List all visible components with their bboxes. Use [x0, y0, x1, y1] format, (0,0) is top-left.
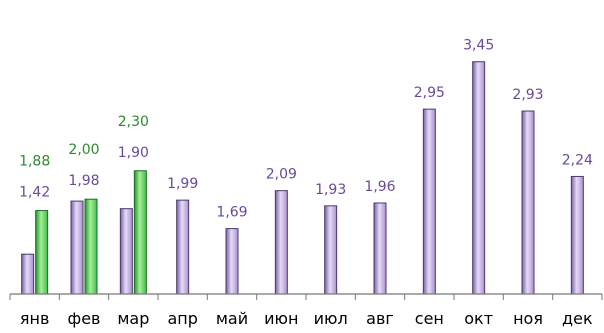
bar-series1-фев: [70, 200, 84, 295]
value-label-series1-дек: 2,24: [562, 152, 593, 168]
bar-series1-ноя: [521, 110, 535, 295]
bar-series1-сен: [422, 108, 436, 295]
value-label-series1-июл: 1,93: [315, 182, 346, 198]
value-label-series1-июн: 2,09: [266, 167, 297, 183]
tick-label-май: май: [216, 309, 248, 328]
bar-series1-дек: [570, 175, 584, 295]
value-label-series2-янв: 1,88: [19, 154, 50, 170]
tick-label-июн: июн: [264, 309, 298, 328]
bar-series1-май: [225, 228, 239, 295]
bar-series1-янв: [21, 253, 35, 295]
bar-series1-мар: [119, 208, 133, 295]
bar-series1-окт: [472, 61, 486, 295]
value-label-series1-мар: 1,90: [118, 145, 149, 161]
value-label-series1-авг: 1,96: [364, 179, 395, 195]
value-label-series1-янв: 1,42: [19, 185, 50, 201]
tick-label-ноя: ноя: [513, 309, 543, 328]
x-axis: янв фев мар апр май июн июл авг сен окт ноя дек: [9, 293, 603, 328]
value-label-series1-сен: 2,95: [414, 85, 445, 101]
bar-series2-янв: [35, 210, 49, 295]
tick-label-апр: апр: [167, 309, 197, 328]
bars-layer: [21, 61, 584, 295]
value-label-series1-ноя: 2,93: [512, 87, 543, 103]
tick-label-авг: авг: [366, 309, 394, 328]
value-label-series1-окт: 3,45: [463, 38, 494, 54]
value-label-series1-фев: 1,98: [68, 173, 99, 189]
bar-series1-апр: [176, 199, 190, 295]
value-label-series1-май: 1,69: [216, 205, 247, 221]
tick-label-янв: янв: [20, 309, 50, 328]
value-label-series1-апр: 1,99: [167, 176, 198, 192]
tick-label-дек: дек: [562, 309, 593, 328]
tick-label-сен: сен: [415, 309, 444, 328]
tick-label-фев: фев: [68, 309, 101, 328]
bar-series1-авг: [373, 202, 387, 295]
bar-series2-фев: [84, 198, 98, 295]
value-label-series2-фев: 2,00: [68, 142, 99, 158]
value-label-series2-мар: 2,30: [118, 114, 149, 130]
bar-series2-мар: [133, 170, 147, 295]
bar-series1-июл: [324, 205, 338, 295]
tick-label-мар: мар: [117, 309, 149, 328]
value-labels-layer: 1,42 1,88 1,98 2,00 1,90 2,30 1,99 1,69 2,09 1,93…: [19, 38, 593, 221]
tick-label-окт: окт: [464, 309, 493, 328]
bar-series1-июн: [274, 190, 288, 295]
tick-label-июл: июл: [314, 309, 348, 328]
